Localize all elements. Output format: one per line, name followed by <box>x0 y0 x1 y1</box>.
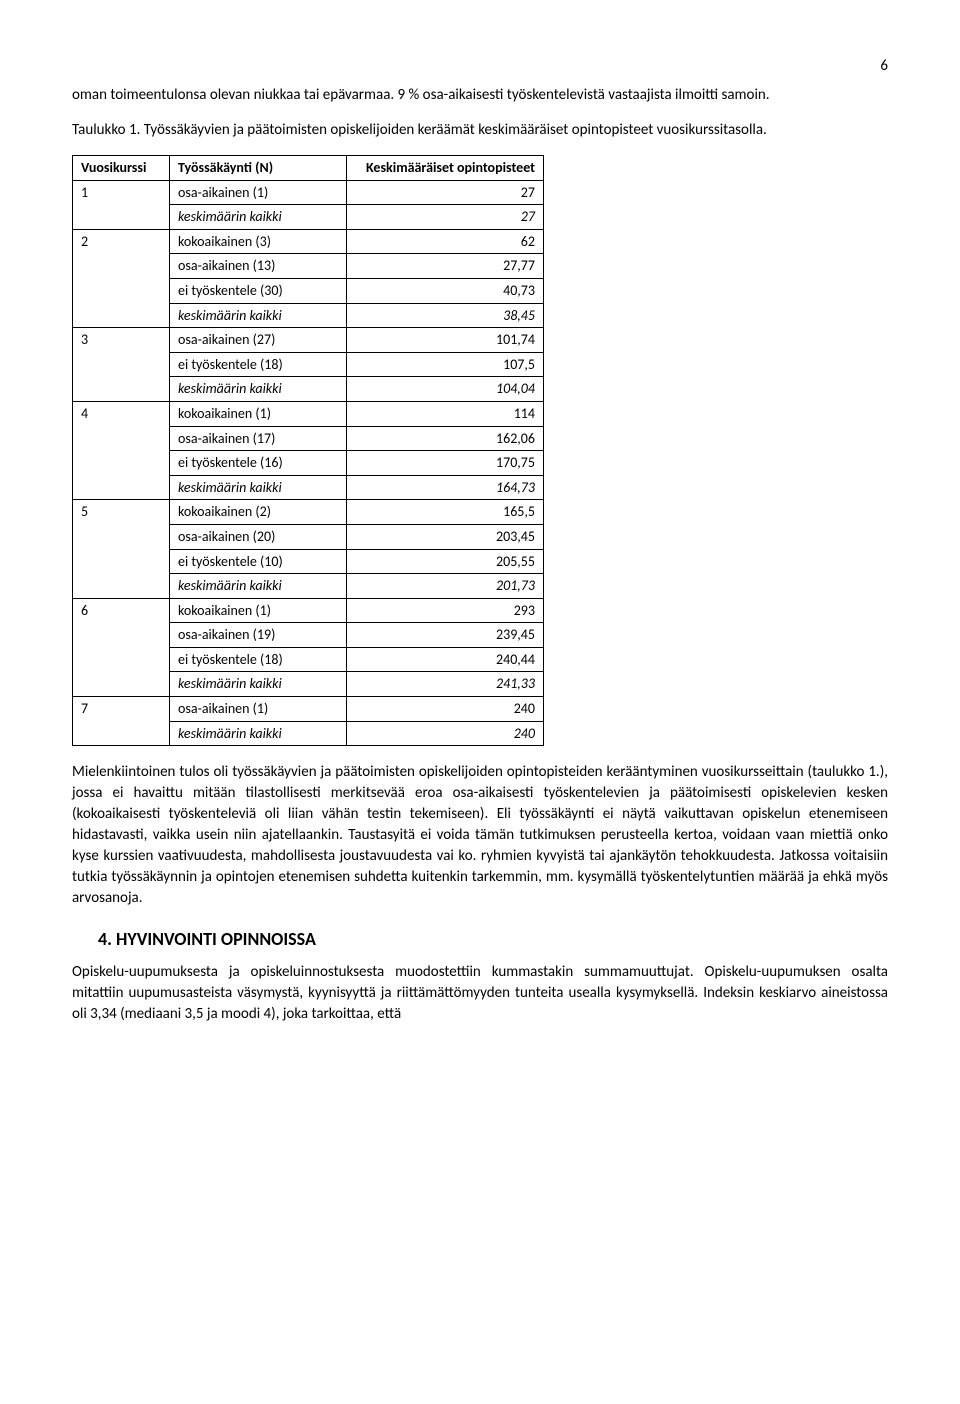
data-table: Vuosikurssi Työssäkäynti (N) Keskimääräi… <box>72 155 544 746</box>
cell-label: osa-aikainen (13) <box>170 254 347 279</box>
cell-label: kokoaikainen (1) <box>170 401 347 426</box>
cell-value: 162,06 <box>347 426 544 451</box>
cell-label: keskimäärin kaikki <box>170 205 347 230</box>
cell-label: kokoaikainen (3) <box>170 229 347 254</box>
cell-value: 201,73 <box>347 574 544 599</box>
cell-label: keskimäärin kaikki <box>170 303 347 328</box>
paragraph-2-caption: Taulukko 1. Työssäkäyvien ja päätoimiste… <box>72 120 888 141</box>
cell-value: 27 <box>347 180 544 205</box>
table-row: 1osa-aikainen (1)27 <box>73 180 544 205</box>
cell-value: 164,73 <box>347 475 544 500</box>
cell-value: 101,74 <box>347 328 544 353</box>
cell-label: ei työskentele (10) <box>170 549 347 574</box>
cell-value: 114 <box>347 401 544 426</box>
cell-value: 293 <box>347 598 544 623</box>
cell-label: osa-aikainen (1) <box>170 697 347 722</box>
cell-value: 165,5 <box>347 500 544 525</box>
table-row: 6kokoaikainen (1)293 <box>73 598 544 623</box>
cell-value: 240 <box>347 697 544 722</box>
table-row: 2kokoaikainen (3)62 <box>73 229 544 254</box>
cell-value: 104,04 <box>347 377 544 402</box>
cell-value: 203,45 <box>347 524 544 549</box>
cell-vuosikurssi: 7 <box>73 697 170 746</box>
col-header-vuosikurssi: Vuosikurssi <box>73 156 170 181</box>
cell-vuosikurssi: 5 <box>73 500 170 598</box>
cell-label: keskimäärin kaikki <box>170 721 347 746</box>
cell-vuosikurssi: 4 <box>73 401 170 499</box>
cell-label: osa-aikainen (27) <box>170 328 347 353</box>
cell-value: 170,75 <box>347 451 544 476</box>
cell-label: osa-aikainen (17) <box>170 426 347 451</box>
cell-label: osa-aikainen (1) <box>170 180 347 205</box>
cell-label: ei työskentele (16) <box>170 451 347 476</box>
cell-label: keskimäärin kaikki <box>170 574 347 599</box>
cell-vuosikurssi: 6 <box>73 598 170 696</box>
cell-value: 241,33 <box>347 672 544 697</box>
table-row: 3osa-aikainen (27)101,74 <box>73 328 544 353</box>
cell-value: 27,77 <box>347 254 544 279</box>
cell-value: 40,73 <box>347 278 544 303</box>
table-row: 7osa-aikainen (1)240 <box>73 697 544 722</box>
cell-label: keskimäärin kaikki <box>170 672 347 697</box>
cell-value: 205,55 <box>347 549 544 574</box>
paragraph-3: Mielenkiintoinen tulos oli työssäkäyvien… <box>72 762 888 909</box>
cell-label: kokoaikainen (2) <box>170 500 347 525</box>
paragraph-1: oman toimeentulonsa olevan niukkaa tai e… <box>72 85 888 106</box>
col-header-pisteet: Keskimääräiset opintopisteet <box>347 156 544 181</box>
cell-value: 239,45 <box>347 623 544 648</box>
cell-value: 240,44 <box>347 647 544 672</box>
cell-value: 27 <box>347 205 544 230</box>
cell-value: 62 <box>347 229 544 254</box>
cell-label: ei työskentele (30) <box>170 278 347 303</box>
cell-vuosikurssi: 2 <box>73 229 170 327</box>
table-row: 4kokoaikainen (1)114 <box>73 401 544 426</box>
cell-label: osa-aikainen (20) <box>170 524 347 549</box>
cell-vuosikurssi: 1 <box>73 180 170 229</box>
section-heading: 4. HYVINVOINTI OPINNOISSA <box>98 927 888 952</box>
cell-value: 107,5 <box>347 352 544 377</box>
paragraph-4: Opiskelu-uupumuksesta ja opiskeluinnostu… <box>72 962 888 1025</box>
cell-label: keskimäärin kaikki <box>170 377 347 402</box>
cell-label: keskimäärin kaikki <box>170 475 347 500</box>
page-number: 6 <box>72 56 888 77</box>
col-header-tyossakaynti: Työssäkäynti (N) <box>170 156 347 181</box>
cell-label: osa-aikainen (19) <box>170 623 347 648</box>
cell-label: ei työskentele (18) <box>170 352 347 377</box>
cell-label: ei työskentele (18) <box>170 647 347 672</box>
cell-vuosikurssi: 3 <box>73 328 170 402</box>
cell-value: 240 <box>347 721 544 746</box>
table-header-row: Vuosikurssi Työssäkäynti (N) Keskimääräi… <box>73 156 544 181</box>
cell-value: 38,45 <box>347 303 544 328</box>
table-row: 5kokoaikainen (2)165,5 <box>73 500 544 525</box>
cell-label: kokoaikainen (1) <box>170 598 347 623</box>
